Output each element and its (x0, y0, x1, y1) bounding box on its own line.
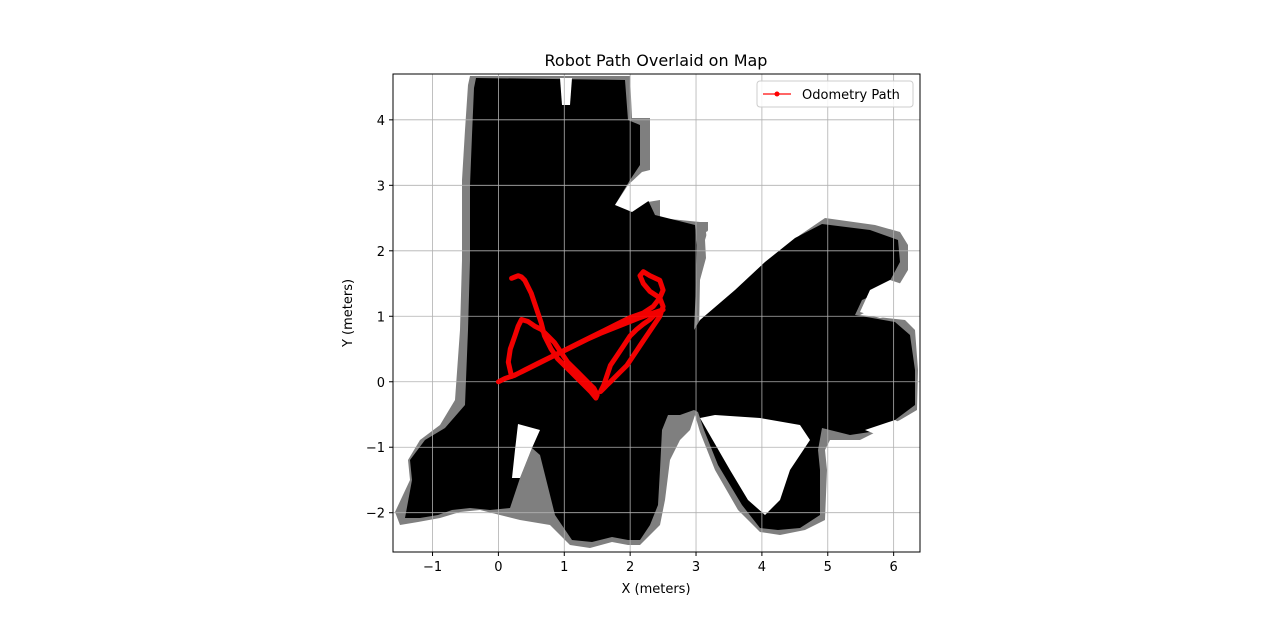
legend-marker-swatch (774, 91, 780, 97)
map-free-region (700, 415, 810, 515)
legend-box (756, 80, 914, 108)
legend-label-odometry-path: Odometry Path (802, 88, 900, 103)
map-free-region (865, 420, 918, 444)
x-axis-ticks: −1 0 1 2 3 4 5 6 (423, 552, 898, 575)
chart-title: Robot Path Overlaid on Map (545, 51, 768, 70)
y-tick-label: 2 (377, 245, 385, 260)
y-axis-label: Y (meters) (341, 279, 356, 348)
plot-area (393, 74, 920, 552)
y-tick-label: 0 (377, 376, 385, 391)
x-tick-label: 0 (494, 560, 502, 575)
y-tick-label: 3 (377, 179, 385, 194)
map-free-region (512, 424, 540, 478)
y-tick-label: 1 (377, 310, 385, 325)
y-tick-label: −2 (366, 507, 385, 522)
x-tick-label: 2 (626, 560, 634, 575)
legend: Odometry Path (756, 80, 914, 108)
x-tick-label: 3 (692, 560, 700, 575)
map-free-region (706, 170, 825, 250)
map-free-region (560, 78, 572, 105)
y-tick-label: 4 (377, 114, 385, 129)
grid-lines-x (432, 74, 895, 552)
map-free-region (860, 280, 910, 318)
y-tick-label: −1 (366, 441, 385, 456)
x-tick-label: 1 (560, 560, 568, 575)
odometry-path-line (495, 269, 666, 401)
x-tick-label: 6 (890, 560, 898, 575)
x-tick-label: 5 (824, 560, 832, 575)
plot-frame (392, 73, 921, 553)
map-free-region (615, 170, 650, 212)
x-tick-label: 4 (758, 560, 766, 575)
x-axis-label: X (meters) (621, 582, 690, 597)
x-tick-label: −1 (423, 560, 442, 575)
y-axis-ticks: −2 −1 0 1 2 3 4 (366, 114, 393, 522)
